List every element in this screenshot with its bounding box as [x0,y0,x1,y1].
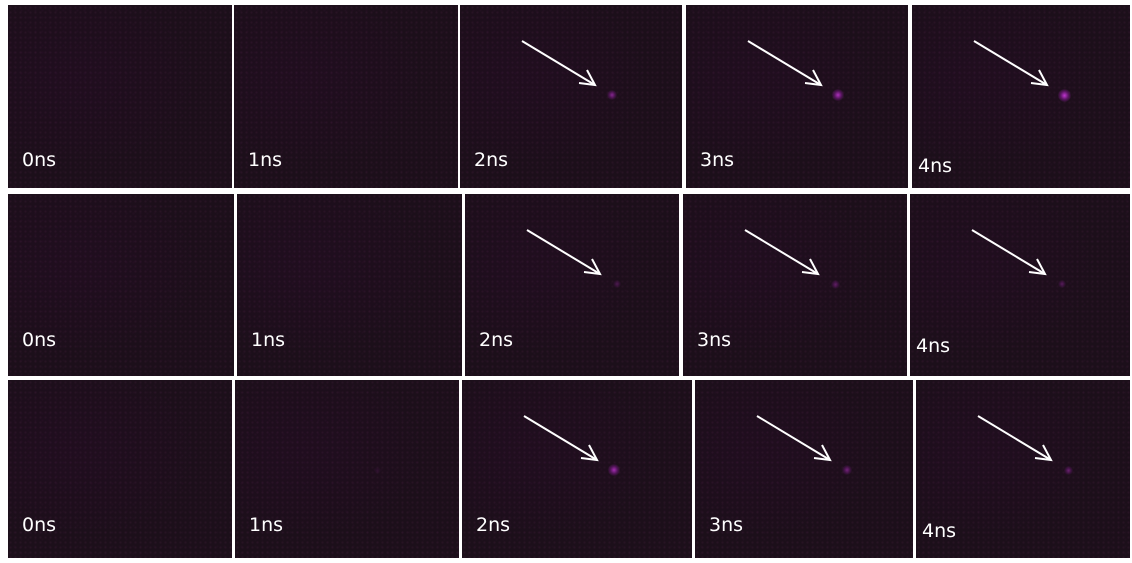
frame-noise [910,194,1130,376]
time-label: 2ns [476,514,511,536]
arrow-icon [744,229,820,276]
frame-noise [8,5,232,188]
frame-noise [912,5,1130,188]
frame-row2-1: 0ns [8,194,234,376]
emission-spot [373,466,381,474]
time-label: 0ns [22,329,57,351]
frame-row1-2: 1ns [234,5,458,188]
time-label: 2ns [474,149,509,171]
emission-spot [607,90,617,100]
frame-row1-4: 3ns [686,5,908,188]
frame-row2-5: 4ns [910,194,1130,376]
frame-noise [686,5,908,188]
frame-noise [916,380,1130,558]
arrow-icon [977,415,1053,462]
frame-row1-1: 0ns [8,5,232,188]
frame-row3-3: 2ns [462,380,692,558]
time-label: 2ns [479,329,514,351]
arrow-icon [747,40,823,87]
time-label: 1ns [249,514,284,536]
frame-row1-5: 4ns [912,5,1130,188]
time-label: 4ns [922,520,957,542]
emission-spot [832,89,844,101]
frame-row3-2: 1ns [235,380,459,558]
frame-noise [460,5,682,188]
arrow-icon [973,40,1049,87]
arrow-icon [526,229,602,276]
emission-spot [1063,465,1073,475]
frame-noise [234,5,458,188]
emission-spot [1057,88,1071,102]
emission-spot [842,465,852,475]
frame-noise [235,380,459,558]
frame-row3-1: 0ns [8,380,232,558]
time-label: 3ns [697,329,732,351]
frame-noise [695,380,913,558]
arrow-icon [521,40,597,87]
emission-spot [613,280,621,288]
time-label: 3ns [709,514,744,536]
time-label: 0ns [22,149,57,171]
emission-spot [830,279,840,289]
frame-row2-4: 3ns [683,194,907,376]
frame-row2-2: 1ns [237,194,462,376]
frame-noise [683,194,907,376]
arrow-icon [523,415,599,462]
time-label: 0ns [22,514,57,536]
frame-row3-5: 4ns [916,380,1130,558]
frame-row1-3: 2ns [460,5,682,188]
time-label: 1ns [248,149,283,171]
arrow-icon [971,229,1047,276]
frame-noise [8,380,232,558]
time-label: 1ns [251,329,286,351]
time-label: 4ns [918,155,953,177]
arrow-icon [756,415,832,462]
time-label: 4ns [916,335,951,357]
frame-noise [237,194,462,376]
emission-spot [608,464,620,476]
frame-noise [465,194,679,376]
frame-row3-4: 3ns [695,380,913,558]
emission-spot [1058,280,1066,288]
frame-noise [462,380,692,558]
frame-noise [8,194,234,376]
frame-row2-3: 2ns [465,194,679,376]
time-label: 3ns [700,149,735,171]
